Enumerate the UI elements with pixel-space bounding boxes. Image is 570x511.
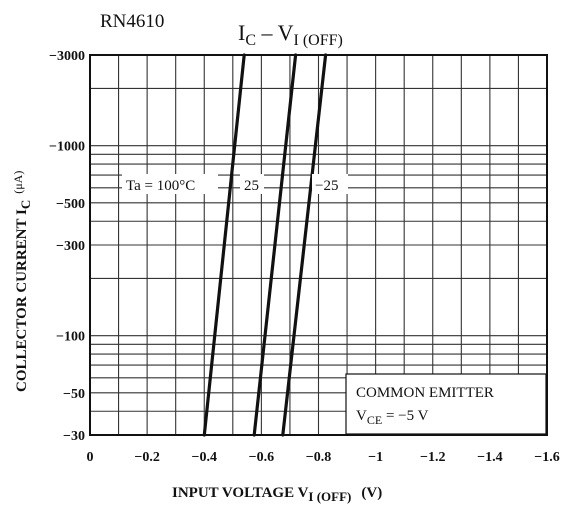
y-tick-label: −3000 <box>49 49 85 64</box>
series-line-1 <box>252 53 298 437</box>
x-tick-label: −0.6 <box>249 450 274 465</box>
chart-title-sub2: I (OFF) <box>294 32 343 49</box>
y-tick-label: −1000 <box>49 140 85 155</box>
condition-box: COMMON EMITTER VCE = −5 V <box>345 373 547 435</box>
series-line-2 <box>281 53 328 437</box>
series-label-ta100-text: Ta = 100°C <box>126 178 195 194</box>
x-tick-label: −0.8 <box>306 450 331 465</box>
chart-title: IC – VI (OFF) <box>238 20 343 49</box>
x-tick-label: −0.4 <box>192 450 217 465</box>
x-tick-label: −1.6 <box>534 450 559 465</box>
x-tick-labels: 0 −0.2 −0.4 −0.6 −0.8 −1 −1.2 −1.4 −1.6 <box>87 450 560 465</box>
x-tick-label: 0 <box>87 450 94 465</box>
series-line-0 <box>202 53 246 437</box>
x-axis-title-unit: (V) <box>361 485 382 501</box>
y-tick-label: −30 <box>63 429 85 444</box>
condition-line2-rest: = −5 V <box>382 408 428 424</box>
series-label-m25: −25 <box>312 174 348 194</box>
x-tick-label: −1 <box>368 450 383 465</box>
plot-frame <box>89 54 548 436</box>
y-axis-title: COLLECTOR CURRENT IC (μA) <box>11 171 33 392</box>
x-axis-title-main: INPUT VOLTAGE V <box>172 485 309 501</box>
x-axis-title: INPUT VOLTAGE VI (OFF) (V) <box>172 485 382 504</box>
condition-line1: COMMON EMITTER <box>356 385 494 401</box>
series-label-25: 25 <box>240 174 264 194</box>
x-tick-label: −1.2 <box>420 450 445 465</box>
y-tick-label: −50 <box>63 387 85 402</box>
data-curves <box>202 53 328 437</box>
chart-title-dash: – V <box>256 20 294 45</box>
y-axis-title-main: COLLECTOR CURRENT I <box>14 209 30 392</box>
chart-title-main: I <box>238 20 245 45</box>
part-number: RN4610 <box>100 11 164 32</box>
y-tick-label: −100 <box>56 330 85 345</box>
y-tick-labels: −3000 −1000 −500 −300 −100 −50 −30 <box>49 49 85 444</box>
y-tick-label: −500 <box>56 197 85 212</box>
y-axis-title-unit: (μA) <box>11 171 25 194</box>
condition-line2: VCE = −5 V <box>356 408 429 427</box>
condition-line2-main: V <box>356 408 367 424</box>
condition-line2-sub: CE <box>367 413 382 427</box>
x-tick-label: −0.2 <box>134 450 159 465</box>
series-label-ta100: Ta = 100°C <box>122 174 218 194</box>
chart-title-sub: C <box>245 32 256 49</box>
series-label-25-text: 25 <box>244 178 259 194</box>
x-tick-label: −1.4 <box>477 450 502 465</box>
series-label-m25-text: −25 <box>315 178 338 194</box>
x-axis-title-sub: I (OFF) <box>308 489 351 504</box>
y-axis-title-sub: C <box>18 200 33 209</box>
y-tick-label: −300 <box>56 239 85 254</box>
